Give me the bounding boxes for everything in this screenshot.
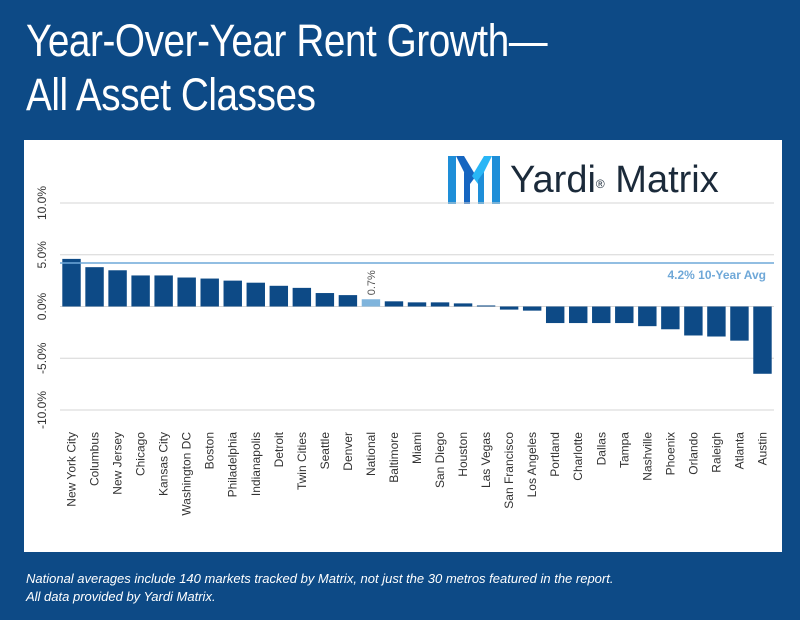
bar [638, 306, 657, 327]
bar [522, 306, 542, 311]
bar [315, 293, 335, 307]
bar [499, 306, 519, 310]
x-tick-label: Kansas City [157, 432, 171, 496]
y-tick-label: -5.0% [35, 342, 49, 374]
reference-line-label: 4.2% 10-Year Avg [667, 268, 766, 282]
x-tick-label: National [364, 432, 378, 476]
bar [615, 306, 634, 324]
footnote-line-1: National averages include 140 markets tr… [26, 571, 614, 586]
bar [707, 306, 726, 337]
x-tick-label: Austin [755, 432, 769, 465]
x-tick-label: Orlando [686, 432, 700, 475]
bar [338, 295, 358, 307]
x-tick-label: Portland [548, 432, 562, 477]
x-tick-label: Miami [410, 432, 424, 464]
bar [292, 287, 312, 307]
x-tick-label: Philadelphia [226, 432, 240, 498]
yardi-logo-icon [448, 156, 500, 204]
bar [85, 267, 104, 307]
y-tick-label: 10.0% [35, 186, 49, 220]
x-tick-label: Las Vegas [479, 432, 493, 488]
x-tick-label: San Diego [433, 432, 447, 488]
x-tick-label: Boston [203, 432, 217, 469]
bar [730, 306, 749, 341]
x-tick-label: Baltimore [387, 432, 401, 483]
bar [453, 303, 473, 307]
x-tick-label: Raleigh [709, 432, 723, 473]
footnote: National averages include 140 markets tr… [26, 570, 786, 606]
x-tick-label: Indianapolis [249, 432, 263, 496]
footnote-line-2: All data provided by Yardi Matrix. [26, 589, 216, 604]
x-tick-label: Charlotte [571, 432, 585, 481]
bar [753, 306, 772, 374]
x-tick-label: Houston [456, 432, 470, 477]
bar [177, 277, 196, 307]
rent-growth-bar-chart: -10.0% -5.0% 0.0% 5.0% 10.0% New York City Col… [35, 186, 774, 516]
bar [62, 258, 81, 307]
bar [592, 306, 611, 324]
x-tick-label: New Jersey [111, 432, 125, 495]
x-tick-label: New York City [65, 432, 79, 507]
chart-panel: Yardi® Matrix -10.0% -5.0% 0.0% 5.0% 10.0% Ne… [24, 140, 782, 552]
yardi-matrix-logo: Yardi® Matrix [444, 150, 774, 210]
x-tick-label: Chicago [134, 432, 148, 476]
x-tick-label: Tampa [617, 432, 631, 468]
y-tick-label: -10.0% [35, 391, 49, 429]
bar [569, 306, 588, 324]
y-tick-label: 5.0% [35, 241, 49, 269]
bar [223, 280, 242, 307]
bar [545, 306, 565, 324]
bar [246, 282, 265, 307]
bar [384, 301, 404, 307]
x-tick-label: Atlanta [732, 432, 746, 470]
logo-registered-mark: ® [595, 177, 605, 191]
logo-product: Matrix [615, 159, 719, 201]
title-line-1: Year-Over-Year Rent Growth— [26, 15, 548, 66]
title-line-2: All Asset Classes [26, 69, 316, 120]
x-tick-label: Dallas [594, 432, 608, 465]
bar [154, 275, 173, 307]
bar [200, 278, 219, 307]
bar [269, 285, 289, 307]
bar [684, 306, 703, 336]
logo-brand: Yardi [510, 159, 596, 201]
bar [361, 299, 381, 307]
x-tick-label: Los Angeles [525, 432, 539, 497]
x-tick-label: Detroit [272, 431, 286, 467]
page-title: Year-Over-Year Rent Growth— All Asset Cl… [26, 14, 680, 122]
x-tick-label: Denver [341, 432, 355, 471]
bar [430, 302, 450, 307]
bar [108, 270, 127, 307]
bar [131, 275, 150, 307]
bar [407, 302, 427, 307]
x-tick-label: Columbus [88, 432, 102, 486]
data-label: 0.7% [366, 270, 378, 295]
bar [476, 305, 496, 307]
x-tick-label: San Francisco [502, 432, 516, 509]
x-tick-label: Twin Cities [295, 432, 309, 490]
x-tick-label: Seattle [318, 432, 332, 470]
bar [661, 306, 680, 330]
x-tick-label: Washington DC [180, 432, 194, 516]
y-tick-label: 0.0% [35, 292, 49, 320]
x-tick-label: Phoenix [663, 432, 677, 475]
x-tick-label: Nashville [640, 432, 654, 481]
logo-wordmark: Yardi® Matrix [510, 160, 780, 200]
